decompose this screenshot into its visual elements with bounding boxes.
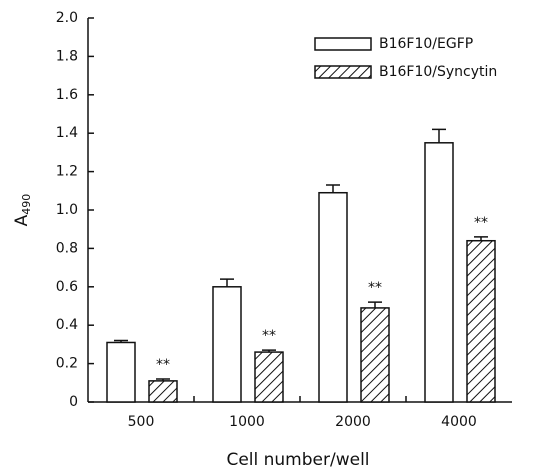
y-tick-label: 1.6 bbox=[56, 87, 78, 103]
x-tick-label: 1000 bbox=[229, 414, 265, 430]
error-bar bbox=[474, 236, 488, 241]
legend-swatch bbox=[314, 37, 372, 51]
error-bar bbox=[432, 128, 446, 143]
y-tick-label: 0 bbox=[69, 394, 78, 410]
y-tick-label: 1.2 bbox=[56, 164, 78, 180]
significance-label: ** bbox=[156, 357, 170, 373]
y-tick-label: 1.0 bbox=[56, 202, 78, 218]
legend-swatch bbox=[314, 65, 372, 79]
significance-label: ** bbox=[368, 280, 382, 296]
error-bar bbox=[262, 349, 276, 353]
y-tick-label: 2.0 bbox=[56, 10, 78, 26]
x-tick-label: 500 bbox=[128, 414, 155, 430]
error-bar bbox=[114, 339, 128, 343]
bar bbox=[360, 307, 390, 403]
bar bbox=[424, 142, 454, 403]
y-label-sub: 490 bbox=[20, 194, 33, 215]
y-tick-label: 0.2 bbox=[56, 356, 78, 372]
legend-label: B16F10/Syncytin bbox=[379, 64, 497, 80]
bar bbox=[466, 239, 496, 403]
y-axis-label: A490 bbox=[12, 194, 33, 227]
significance-label: ** bbox=[474, 215, 488, 231]
error-bar bbox=[156, 378, 170, 381]
bar bbox=[318, 191, 348, 403]
y-tick-label: 1.8 bbox=[56, 48, 78, 64]
y-tick-label: 0.4 bbox=[56, 317, 78, 333]
bar bbox=[148, 380, 178, 403]
y-tick-label: 0.8 bbox=[56, 240, 78, 256]
x-tick-label: 4000 bbox=[441, 414, 477, 430]
x-tick-label: 2000 bbox=[335, 414, 371, 430]
error-bar bbox=[220, 278, 234, 287]
error-bar bbox=[326, 184, 340, 193]
bar bbox=[212, 286, 242, 403]
error-bar bbox=[368, 301, 382, 308]
y-tick-label: 0.6 bbox=[56, 279, 78, 295]
x-axis-label: Cell number/well bbox=[226, 450, 369, 470]
bar bbox=[254, 351, 284, 403]
significance-label: ** bbox=[262, 328, 276, 344]
legend-label: B16F10/EGFP bbox=[379, 36, 473, 52]
y-label-main: A bbox=[12, 214, 32, 226]
y-tick-label: 1.4 bbox=[56, 125, 78, 141]
bar bbox=[106, 341, 136, 403]
